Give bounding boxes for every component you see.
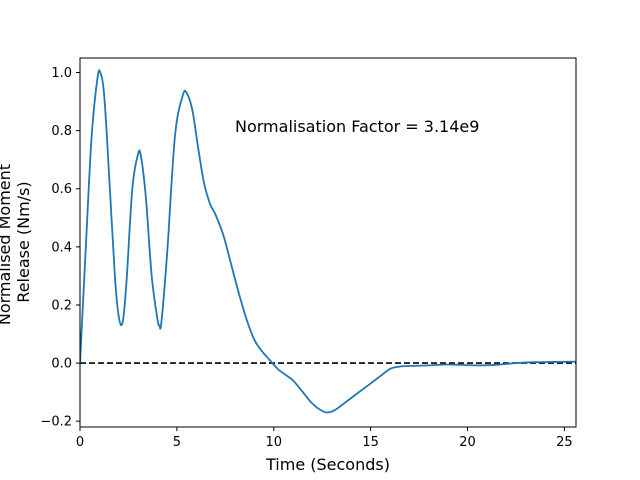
x-tick-label: 10 bbox=[265, 435, 282, 450]
axes-border bbox=[79, 57, 577, 428]
axes-frame bbox=[79, 57, 577, 428]
x-axis-label: Time (Seconds) bbox=[265, 455, 390, 474]
x-tick-label: 20 bbox=[459, 435, 476, 450]
plot-area bbox=[80, 58, 576, 427]
y-axis-ticks: −0.2 0.0 0.2 0.4 0.6 0.8 1.0 bbox=[40, 66, 80, 430]
plot-background bbox=[80, 58, 576, 427]
x-tick-label: 15 bbox=[362, 435, 379, 450]
y-tick-label: 1.0 bbox=[51, 66, 72, 81]
y-tick-label: 0.0 bbox=[51, 357, 72, 372]
normalisation-annotation: Normalisation Factor = 3.14e9 bbox=[235, 117, 479, 136]
x-tick-label: 25 bbox=[556, 435, 573, 450]
y-axis-label-line-1: Normalised Moment bbox=[0, 164, 14, 325]
y-tick-label: 0.2 bbox=[51, 298, 72, 313]
x-tick-label: 0 bbox=[76, 435, 84, 450]
y-tick-label: 0.6 bbox=[51, 182, 72, 197]
y-tick-label: −0.2 bbox=[40, 415, 72, 430]
moment-release-line bbox=[80, 69, 576, 414]
y-tick-label: 0.8 bbox=[51, 124, 72, 139]
x-tick-label: 5 bbox=[173, 435, 181, 450]
series-layer bbox=[80, 69, 576, 414]
y-tick-label: 0.4 bbox=[51, 240, 72, 255]
y-axis-label: Normalised Moment Release (Nm/s) bbox=[0, 159, 33, 325]
y-axis-label-line-2: Release (Nm/s) bbox=[14, 181, 33, 302]
x-axis-ticks: 0 5 10 15 20 25 bbox=[76, 427, 573, 450]
